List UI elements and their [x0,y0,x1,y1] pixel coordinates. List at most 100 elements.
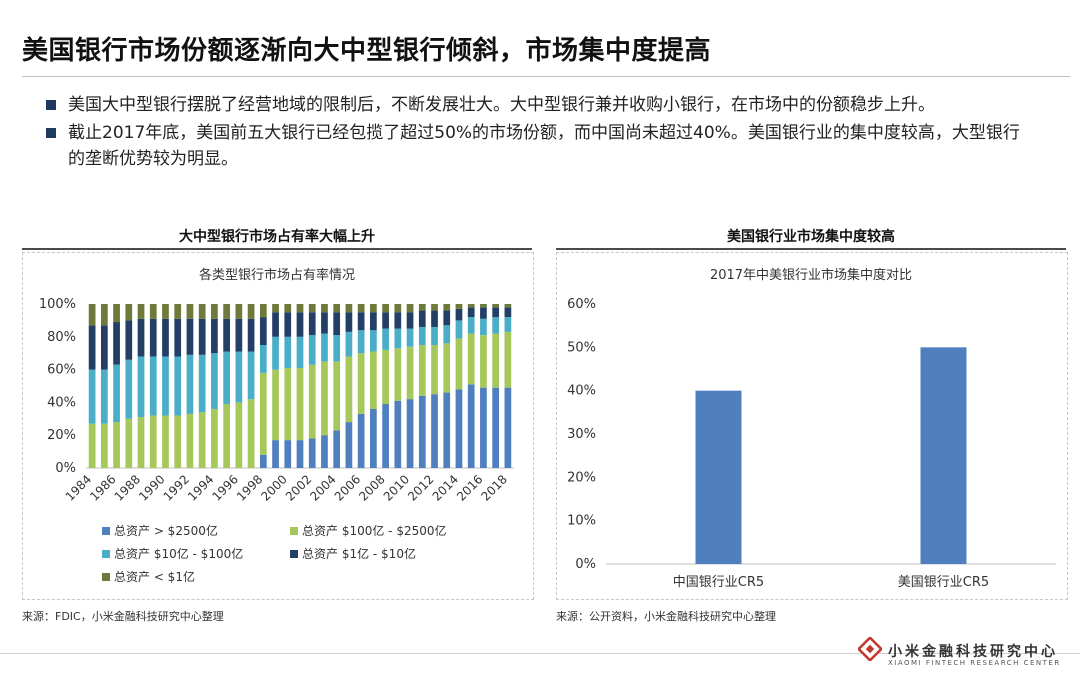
bar-segment [357,413,365,468]
title-divider [22,76,1070,77]
x-tick-label: 1984 [63,472,94,503]
footer-divider [0,653,1080,654]
bar-segment [174,304,182,319]
bar-segment [296,440,304,468]
bar-segment [321,312,328,334]
bar-segment [113,304,120,323]
bar-segment [418,310,426,327]
bar-segment [443,304,451,311]
bar-segment [492,333,500,388]
bar-segment [394,304,402,313]
bar-segment [357,304,365,313]
x-tick-label: 1986 [87,472,118,503]
bar-segment [235,351,243,403]
bar-segment [467,307,475,318]
left-chart-title: 各类型银行市场占有率情况 [198,268,355,283]
bar-segment [284,440,292,468]
y-tick-label: 40% [47,395,76,410]
bar-segment [443,310,451,326]
x-tick-label: 中国银行业CR5 [673,575,764,590]
bar-segment [125,418,133,468]
bar-segment [382,304,389,313]
bar-segment [137,318,145,357]
bar-segment [137,417,145,468]
bar-segment [382,328,389,350]
bar-segment [149,318,157,357]
bar-segment [431,310,438,327]
bar-segment [223,351,230,405]
bar-segment [492,307,500,318]
bar-segment [223,318,230,352]
bar-segment [455,308,463,321]
bar [695,390,742,564]
bar-segment [321,361,328,436]
bar-segment [247,318,255,352]
bullet-item: 截止2017年底，美国前五大银行已经包揽了超过50%的市场份额，而中国尚未超过4… [46,120,1036,172]
bar-segment [235,402,243,468]
bar-segment [88,325,96,370]
right-chart-frame [556,252,1068,600]
y-tick-label: 100% [39,297,76,312]
bar-segment [394,348,402,401]
bar-segment [467,384,475,468]
bar-segment [418,304,426,311]
bar-segment [370,408,377,468]
x-tick-label: 1992 [161,472,192,503]
bar-segment [272,312,279,337]
diamond-logo-icon [858,637,882,661]
bar-segment [382,404,389,468]
bar-segment [198,412,206,468]
bar-segment [370,312,377,331]
bar-segment [125,304,133,321]
bar-segment [345,422,353,468]
bar-segment [431,304,438,311]
bar-segment [149,304,157,319]
bullet-text: 美国大中型银行摆脱了经营地域的限制后，不断发展壮大。大中型银行兼并收购小银行，在… [68,95,935,115]
bar-segment [357,353,365,414]
bar-segment [186,354,194,414]
bar-segment [382,312,389,329]
bar-segment [223,404,230,468]
bar-segment [455,304,463,309]
bar-segment [162,356,169,416]
bar-segment [357,330,365,354]
bar-segment [406,304,414,313]
bar-segment [345,304,353,313]
bar-segment [198,318,206,355]
y-tick-label: 50% [567,340,596,355]
brand-name-cn: 小米金融科技研究中心 [888,644,1058,660]
bar-segment [247,399,255,468]
bar-segment [162,318,169,357]
bar-segment [431,345,438,395]
bar-segment [113,322,120,365]
x-tick-label: 2012 [405,472,436,503]
y-tick-label: 60% [567,297,596,312]
bar-segment [492,304,500,308]
bar-segment [100,369,108,424]
bar-segment [259,317,267,345]
x-tick-label: 1988 [112,472,143,503]
bar-segment [370,304,377,313]
bar-segment [284,336,292,368]
bar-segment [272,369,279,441]
bar-segment [198,354,206,413]
bar-segment [247,351,255,400]
bar-segment [345,331,353,357]
bar-segment [247,304,255,319]
bar-segment [272,440,279,468]
bar-segment [321,333,328,362]
bar-segment [480,335,487,388]
bar [920,347,967,564]
x-tick-label: 2004 [307,472,338,503]
left-source-note: 来源：FDIC，小米金融科技研究中心整理 [22,610,224,623]
legend-label: 总资产 $100亿 - $2500亿 [302,523,447,538]
bar-segment [431,326,438,345]
bar-segment [308,438,316,468]
x-tick-label: 美国银行业CR5 [898,575,989,590]
bar-segment [149,415,157,468]
left-panel-heading: 大中型银行市场占有率大幅上升 [179,229,375,245]
bar-segment [186,304,194,319]
bar-segment [406,312,414,329]
bar-segment [308,304,316,313]
left-panel-rule [22,248,532,250]
